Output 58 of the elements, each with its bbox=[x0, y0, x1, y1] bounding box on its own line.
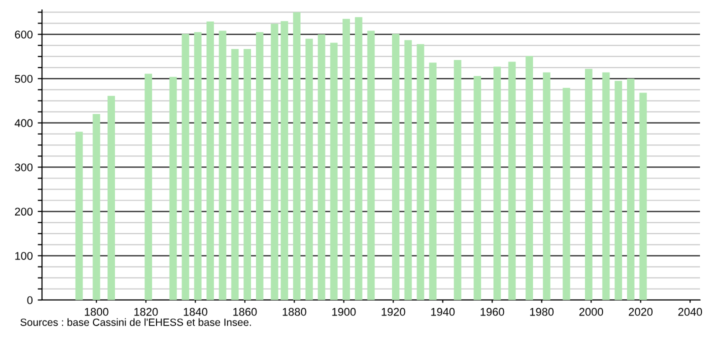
source-note: Sources : base Cassini de l'EHESS et base Insee. bbox=[20, 318, 251, 326]
bar bbox=[474, 76, 482, 300]
x-tick-label: 1880 bbox=[282, 308, 306, 316]
bar bbox=[330, 42, 338, 300]
y-tick-label: 400 bbox=[14, 119, 33, 128]
bar bbox=[354, 17, 362, 300]
bar bbox=[614, 80, 622, 300]
x-tick-label: 1900 bbox=[332, 308, 356, 316]
bar bbox=[218, 30, 226, 300]
bar bbox=[256, 32, 264, 300]
bar bbox=[293, 12, 300, 300]
x-tick-label: 1820 bbox=[134, 308, 158, 316]
bar bbox=[404, 40, 412, 300]
bar bbox=[75, 132, 83, 300]
x-tick-label: 1800 bbox=[84, 308, 108, 316]
x-tick-label: 2020 bbox=[628, 308, 653, 316]
bar bbox=[92, 114, 100, 300]
bar bbox=[542, 72, 550, 300]
bar bbox=[454, 60, 462, 300]
y-tick-label: 300 bbox=[14, 163, 33, 172]
bar bbox=[318, 34, 326, 300]
bar bbox=[270, 24, 278, 300]
bar bbox=[367, 30, 375, 300]
bar bbox=[639, 92, 647, 300]
x-tick-label: 1980 bbox=[530, 308, 554, 316]
x-tick-label: 1940 bbox=[431, 308, 455, 316]
y-tick-label: 500 bbox=[14, 74, 33, 83]
bar bbox=[231, 48, 239, 300]
y-tick-label: 0 bbox=[27, 296, 33, 304]
x-tick-label: 1960 bbox=[480, 308, 504, 316]
bar bbox=[169, 76, 177, 300]
bar bbox=[602, 72, 610, 300]
bar bbox=[493, 66, 501, 300]
x-tick-label: 2040 bbox=[678, 308, 702, 316]
bar bbox=[392, 34, 400, 300]
bar bbox=[584, 68, 592, 300]
y-tick-label: 600 bbox=[15, 30, 33, 38]
bar bbox=[182, 34, 190, 300]
bar bbox=[562, 88, 570, 300]
bar bbox=[416, 44, 424, 300]
bar bbox=[280, 21, 288, 300]
bar bbox=[144, 74, 152, 300]
bar bbox=[206, 22, 214, 300]
bar bbox=[429, 62, 437, 300]
x-tick-label: 1860 bbox=[233, 308, 257, 316]
x-tick-label: 1840 bbox=[184, 308, 208, 316]
bar bbox=[627, 78, 634, 300]
y-tick-label: 200 bbox=[14, 208, 33, 216]
y-tick-label: 100 bbox=[15, 252, 33, 260]
bar bbox=[244, 48, 252, 300]
x-tick-label: 2000 bbox=[579, 308, 604, 316]
x-tick-label: 1920 bbox=[382, 308, 406, 316]
bar bbox=[508, 62, 516, 300]
bar bbox=[108, 96, 115, 300]
bar bbox=[526, 56, 534, 300]
bar bbox=[305, 38, 313, 300]
bar bbox=[194, 32, 202, 300]
bar bbox=[342, 18, 350, 300]
